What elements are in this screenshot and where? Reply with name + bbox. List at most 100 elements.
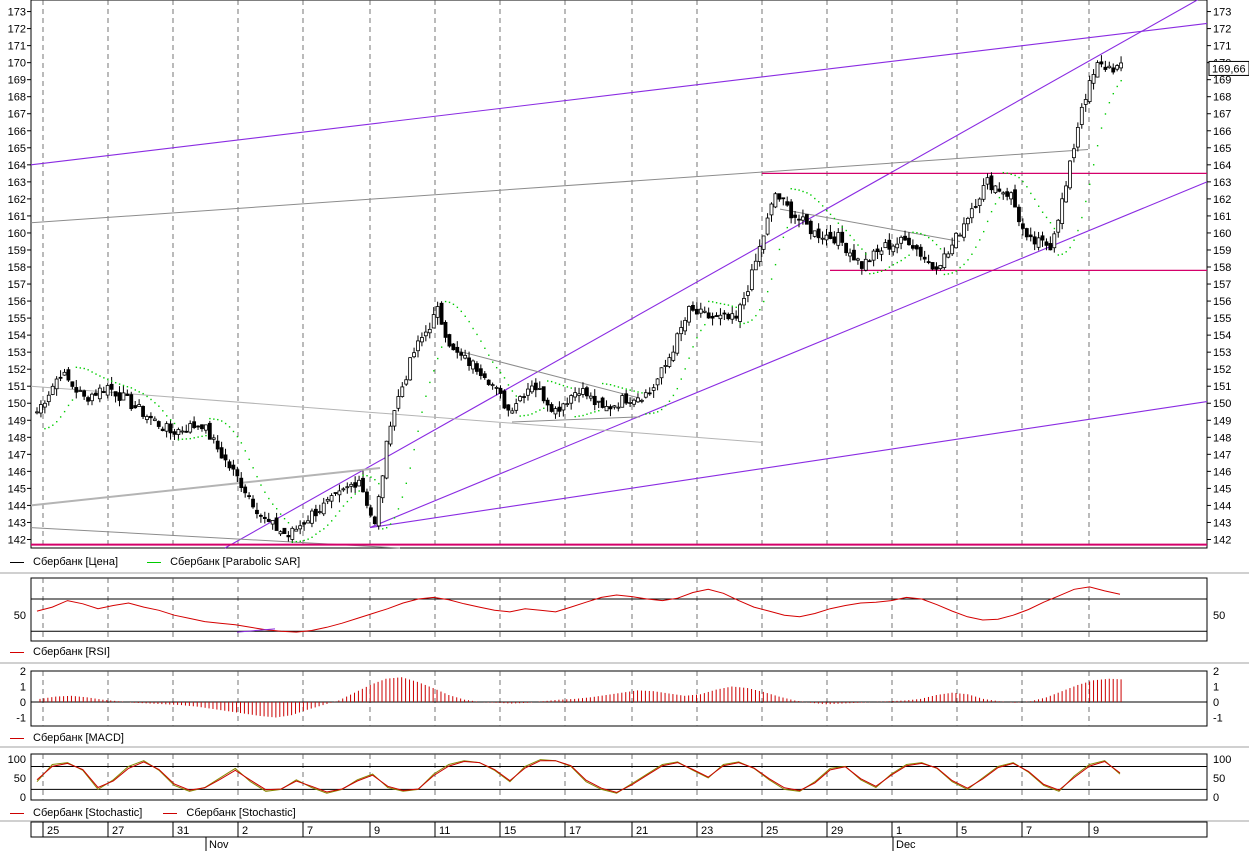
candle-body [871,250,876,261]
sar-point [103,377,105,379]
sar-point [916,232,918,234]
candle-body [392,410,397,427]
candle-body [942,253,947,269]
sar-point [154,402,156,404]
legend-macd: Сбербанк [MACD] [0,731,124,745]
candle-body [278,531,283,535]
candle-body [985,177,990,185]
candle-body [973,206,978,208]
candle-body [294,528,299,532]
legend-price-label: Сбербанк [Цена] [33,556,119,568]
sar-point [684,368,686,370]
date-tick-label: 17 [569,825,581,837]
candle-body [478,368,483,376]
candle-body [687,306,691,323]
candle-body [109,383,114,390]
candle-body [777,193,782,200]
parabolic-sar [44,79,1122,543]
candle-body [514,403,519,411]
price-tick-label-right: 150 [1213,398,1231,410]
candle-body [753,260,758,271]
sar-point [197,436,199,438]
candle-body [361,477,365,493]
price-tick-label-right: 164 [1213,160,1231,172]
candle-body [738,304,742,322]
sar-point [389,523,392,525]
stochastic-tick-label-left: 100 [8,754,26,766]
price-tick-label-left: 159 [8,245,26,257]
candle-body [938,265,943,270]
price-tick-label-right: 161 [1213,211,1231,223]
sar-point [201,435,203,438]
sar-point [83,367,85,370]
candle-body [694,308,699,315]
candle-body [706,312,711,319]
sar-point [130,387,133,389]
candle-body [329,495,334,502]
candle-body [667,357,672,367]
candle-body [1001,192,1006,195]
candle-body [219,447,224,459]
candle-body [553,408,558,415]
sar-point [150,398,152,401]
candle-body [746,291,750,296]
candle-body [420,337,424,343]
candle-body [604,406,609,412]
macd-tick-label-right: 0 [1213,697,1219,709]
sar-point [374,479,376,481]
sar-point [810,194,812,196]
sar-point [342,505,345,507]
candle-body [427,328,432,334]
candle-body [824,234,829,241]
candle-body [353,482,358,488]
sar-point [523,414,525,417]
sar-point [362,474,364,476]
candle-body [698,308,703,314]
sar-point [272,503,274,505]
sar-point [1092,164,1095,166]
candle-body [816,228,821,239]
sar-point [224,422,227,425]
sar-point [982,230,985,233]
legend-stochastic: Сбербанк [Stochastic] Сбербанк [Stochast… [0,806,296,820]
candle-body [1079,106,1084,125]
candle-body [388,425,393,445]
candle-body [380,475,385,499]
sar-point [1116,85,1118,88]
candle-body [82,390,87,397]
panel-frame-rsi [30,577,1208,642]
sar-point [456,306,459,309]
sar-point [668,400,671,402]
sar-point [880,270,883,272]
candle-body [1111,67,1116,73]
sar-point [947,273,950,275]
sar-point [59,416,62,418]
sar-point [1030,192,1032,195]
candle-body [290,527,295,540]
price-tick-label-right: 143 [1213,517,1231,529]
sar-point [437,357,439,360]
stochastic-tick-label-left: 50 [14,773,26,785]
price-tick-label-left: 149 [8,415,26,427]
sar-point [873,272,875,275]
candle-body [655,378,660,386]
price-tick-label-right: 171 [1213,41,1231,53]
candle-body [910,245,915,249]
sar-point [122,384,125,387]
sar-point [931,239,934,242]
sar-point [1041,211,1044,213]
candle-body [639,399,644,402]
candle-body [1044,241,1049,246]
sar-point [680,378,682,380]
price-tick-label-left: 170 [8,58,26,70]
sar-point [354,493,356,495]
candle-body [443,321,448,338]
sar-point [56,421,58,423]
candle-body [773,193,778,208]
stochastic-tick-label-right: 0 [1213,792,1219,804]
sar-point [417,430,419,432]
candle-body [749,269,754,290]
sar-point [1006,172,1008,174]
sar-point [770,278,773,280]
candle-body [545,399,550,406]
